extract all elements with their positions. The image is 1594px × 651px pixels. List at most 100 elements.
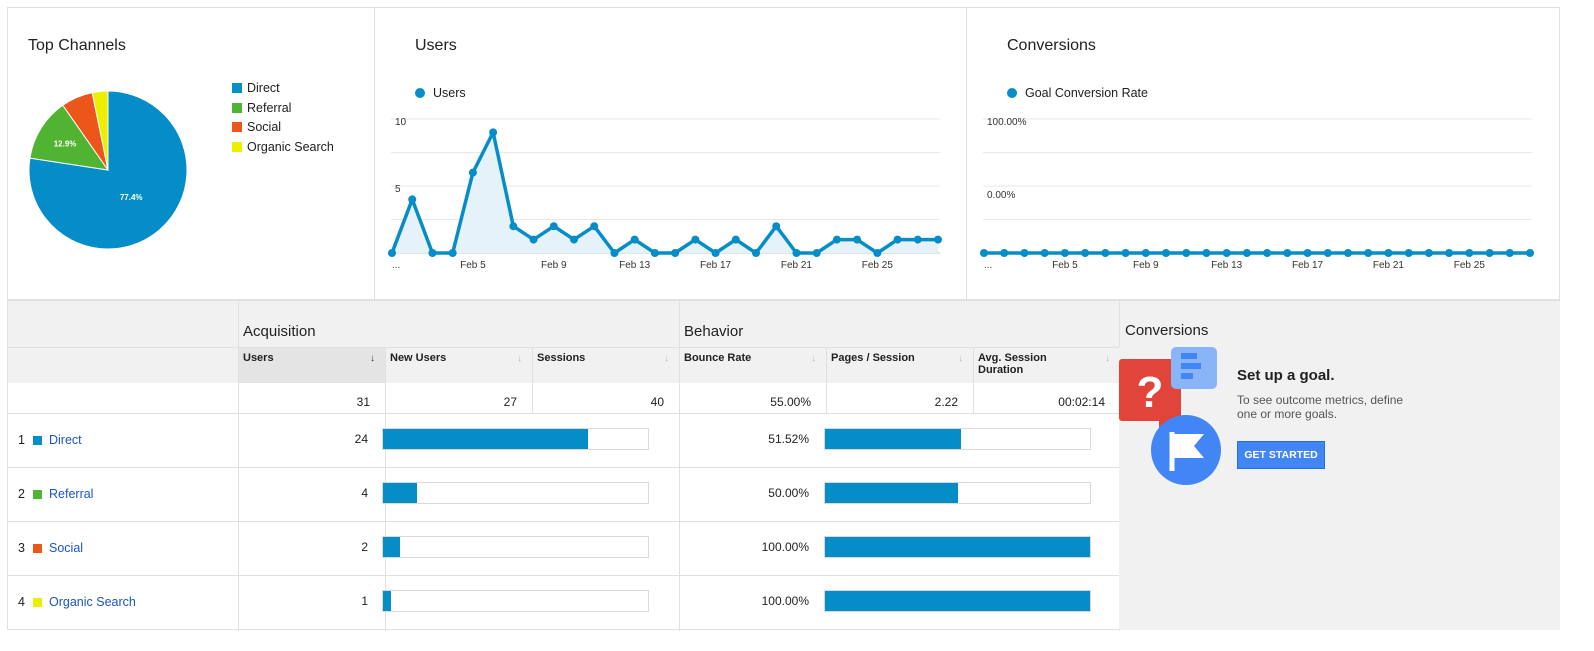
data-point[interactable] xyxy=(1182,249,1191,257)
data-point[interactable] xyxy=(509,222,518,231)
legend-item-social[interactable]: Social xyxy=(232,120,334,140)
sort-icon[interactable]: ↓ xyxy=(1105,353,1110,364)
data-point[interactable] xyxy=(610,249,619,257)
data-point[interactable] xyxy=(1465,249,1474,257)
row-divider xyxy=(8,629,1119,630)
series-line xyxy=(390,130,938,255)
row-color-swatch-icon xyxy=(33,436,42,445)
data-point[interactable] xyxy=(1344,249,1352,257)
row-index: 2 xyxy=(18,487,25,501)
data-point[interactable] xyxy=(549,222,558,231)
data-point[interactable] xyxy=(752,249,760,257)
data-point[interactable] xyxy=(1485,249,1494,257)
data-point[interactable] xyxy=(1101,249,1110,257)
legend-item-direct[interactable]: Direct xyxy=(232,81,334,101)
data-point[interactable] xyxy=(1081,249,1090,257)
data-point[interactable] xyxy=(388,249,396,257)
data-point[interactable] xyxy=(913,235,922,244)
data-point[interactable] xyxy=(630,235,639,244)
col-header-new-users[interactable]: New Users xyxy=(390,352,447,364)
data-point[interactable] xyxy=(1020,249,1029,257)
data-point[interactable] xyxy=(1263,249,1272,257)
data-point[interactable] xyxy=(448,249,457,257)
row-color-swatch-icon xyxy=(33,490,42,499)
data-point[interactable] xyxy=(1445,249,1454,257)
data-point[interactable] xyxy=(1404,249,1413,257)
data-point[interactable] xyxy=(1222,249,1231,257)
y-tick-label: 5 xyxy=(395,184,401,195)
data-point[interactable] xyxy=(853,235,862,244)
sort-icon[interactable]: ↓ xyxy=(664,353,669,364)
data-point[interactable] xyxy=(1364,249,1373,257)
data-point[interactable] xyxy=(832,235,841,244)
data-point[interactable] xyxy=(1384,249,1393,257)
divider xyxy=(8,413,1119,414)
col-header-avg-session-line2: Duration xyxy=(978,364,1024,376)
data-point[interactable] xyxy=(1283,249,1292,257)
data-point[interactable] xyxy=(873,249,882,257)
data-point[interactable] xyxy=(650,249,659,257)
data-point[interactable] xyxy=(731,235,740,244)
data-point[interactable] xyxy=(468,168,477,177)
row-color-swatch-icon xyxy=(33,544,42,553)
row-users-bar xyxy=(382,428,649,450)
total-new-users: 27 xyxy=(503,395,517,409)
users-legend[interactable]: Users xyxy=(415,84,466,102)
data-point[interactable] xyxy=(711,249,720,257)
col-header-avg-session-duration[interactable]: Avg. Session Duration xyxy=(978,352,1047,376)
legend-item-organic-search[interactable]: Organic Search xyxy=(232,140,334,160)
data-point[interactable] xyxy=(489,128,498,137)
data-point[interactable] xyxy=(1040,249,1049,257)
data-point[interactable] xyxy=(812,249,821,257)
pie-slice-organic-search[interactable] xyxy=(91,90,109,171)
col-header-pages-session[interactable]: Pages / Session xyxy=(831,352,915,364)
sort-desc-icon[interactable]: ↓ xyxy=(370,353,375,364)
data-point[interactable] xyxy=(893,235,902,244)
sort-icon[interactable]: ↓ xyxy=(811,353,816,364)
data-point[interactable] xyxy=(428,249,437,257)
data-point[interactable] xyxy=(671,249,680,257)
data-point[interactable] xyxy=(1000,249,1009,257)
data-point[interactable] xyxy=(1323,249,1332,257)
col-header-bounce-rate[interactable]: Bounce Rate xyxy=(684,352,752,364)
row-channel-link[interactable]: Referral xyxy=(49,487,94,501)
sort-icon[interactable]: ↓ xyxy=(958,353,963,364)
data-point[interactable] xyxy=(529,235,538,244)
row-users-bar-fill xyxy=(383,537,401,557)
data-point[interactable] xyxy=(691,235,700,244)
data-point[interactable] xyxy=(792,249,801,257)
data-point[interactable] xyxy=(570,235,578,244)
sort-icon[interactable]: ↓ xyxy=(517,353,522,364)
data-point[interactable] xyxy=(934,235,942,244)
row-channel-link[interactable]: Organic Search xyxy=(49,595,136,609)
data-point[interactable] xyxy=(408,195,417,204)
data-point[interactable] xyxy=(1060,249,1069,257)
total-pages-session: 2.22 xyxy=(934,395,958,409)
data-point[interactable] xyxy=(772,222,781,231)
data-point[interactable] xyxy=(1424,249,1433,257)
data-point[interactable] xyxy=(1121,249,1130,257)
data-point[interactable] xyxy=(1162,249,1170,257)
col-header-users[interactable]: Users xyxy=(243,352,274,364)
col-header-sessions[interactable]: Sessions xyxy=(537,352,586,364)
data-point[interactable] xyxy=(980,249,988,257)
x-tick-label: Feb 21 xyxy=(1373,260,1405,271)
data-point[interactable] xyxy=(1202,249,1211,257)
row-channel-link[interactable]: Direct xyxy=(49,433,82,447)
pie-slice-referral[interactable] xyxy=(29,104,110,171)
conversions-legend-label: Goal Conversion Rate xyxy=(1025,85,1148,100)
data-point[interactable] xyxy=(1303,249,1312,257)
legend-item-referral[interactable]: Referral xyxy=(232,101,334,121)
data-point[interactable] xyxy=(1242,249,1251,257)
row-channel-link[interactable]: Social xyxy=(49,541,84,555)
legend-label: Direct xyxy=(247,81,280,95)
data-point[interactable] xyxy=(590,222,599,231)
data-point[interactable] xyxy=(1141,249,1150,257)
x-tick-label: Feb 9 xyxy=(541,260,567,271)
x-tick-label: ... xyxy=(392,260,400,271)
goal-illustration-icon: ? xyxy=(1119,347,1221,485)
get-started-button[interactable]: GET STARTED xyxy=(1237,441,1325,469)
conversions-legend[interactable]: Goal Conversion Rate xyxy=(1007,84,1148,102)
data-point[interactable] xyxy=(1505,249,1514,257)
data-point[interactable] xyxy=(1526,249,1534,257)
